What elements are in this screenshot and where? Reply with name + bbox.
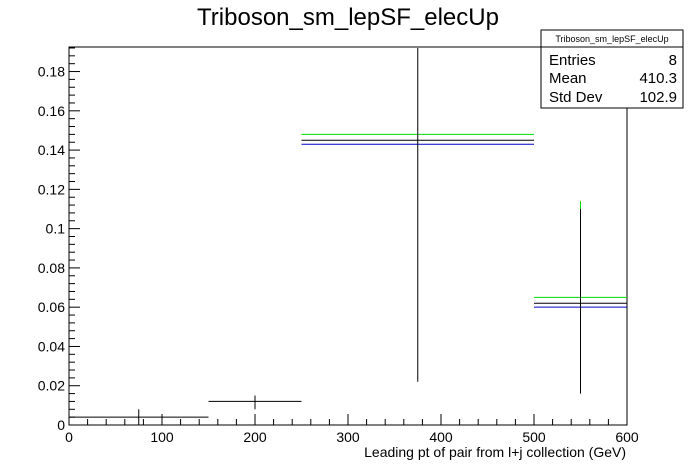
x-tick-label: 400 — [429, 429, 453, 445]
x-axis-label: Leading pt of pair from l+j collection (… — [364, 444, 626, 460]
stats-label-stddev: Std Dev — [549, 89, 603, 106]
x-tick-label: 300 — [336, 429, 360, 445]
y-tick-label: 0.12 — [38, 181, 65, 197]
stats-value-stddev: 102.9 — [639, 89, 677, 106]
stats-label-entries: Entries — [549, 52, 596, 69]
y-tick-label: 0.18 — [38, 64, 65, 80]
y-tick-label: 0 — [57, 417, 65, 433]
stats-value-mean: 410.3 — [639, 70, 677, 87]
x-axis: 0 100 200 300 400 500 600 — [65, 414, 639, 445]
stats-value-entries: 8 — [669, 52, 677, 69]
x-tick-label: 100 — [150, 429, 174, 445]
x-tick-label: 0 — [65, 429, 73, 445]
y-tick-label: 0.08 — [38, 260, 65, 276]
histogram-bins — [69, 47, 627, 425]
stats-box: Triboson_sm_lepSF_elecUp Entries 8 Mean … — [540, 29, 684, 109]
variation-lines — [301, 133, 627, 308]
x-tick-label: 200 — [243, 429, 267, 445]
y-tick-label: 0.14 — [38, 142, 65, 158]
y-tick-label: 0.16 — [38, 103, 65, 119]
stats-title: Triboson_sm_lepSF_elecUp — [555, 34, 668, 44]
x-tick-label: 500 — [522, 429, 546, 445]
stats-label-mean: Mean — [549, 70, 587, 87]
stats-box-frame — [540, 29, 684, 109]
y-tick-label: 0.04 — [38, 338, 65, 354]
y-axis: 0 0.02 0.04 0.06 0.08 0.1 0.12 0.14 0.16 0.18 — [38, 47, 80, 433]
chart-title: Triboson_sm_lepSF_elecUp — [197, 4, 499, 31]
y-tick-label: 0.06 — [38, 299, 65, 315]
y-tick-label: 0.1 — [46, 221, 66, 237]
x-tick-label: 600 — [615, 429, 639, 445]
y-tick-label: 0.02 — [38, 378, 65, 394]
